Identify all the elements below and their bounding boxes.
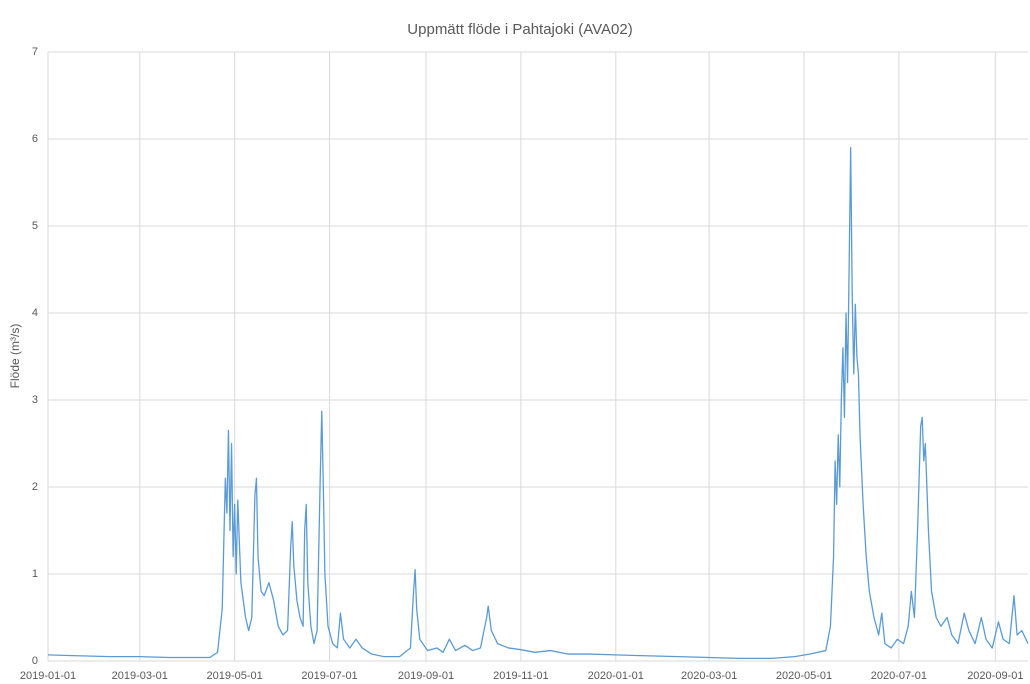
y-tick-label: 2 (32, 481, 38, 493)
x-tick-label: 2019-05-01 (207, 670, 263, 682)
y-tick-label: 1 (32, 568, 38, 580)
chart-title: Uppmätt flöde i Pahtajoki (AVA02) (407, 21, 632, 38)
y-tick-label: 7 (32, 46, 38, 58)
y-tick-label: 5 (32, 220, 38, 232)
data-line (47, 147, 1029, 660)
x-tick-label: 2019-01-01 (20, 670, 76, 682)
y-tick-label: 4 (32, 307, 38, 319)
y-tick-label: 3 (32, 394, 38, 406)
x-tick-label: 2019-09-01 (398, 670, 454, 682)
x-tick-label: 2020-01-01 (588, 670, 644, 682)
x-tick-label: 2020-09-01 (967, 670, 1023, 682)
x-tick-label: 2019-11-01 (493, 670, 548, 682)
x-tick-label: 2020-07-01 (871, 670, 927, 682)
x-tick-label: 2019-03-01 (112, 670, 168, 682)
x-tick-label: 2019-07-01 (301, 670, 357, 682)
y-axis-label: Flöde (m³/s) (8, 324, 22, 389)
x-tick-label: 2020-03-01 (681, 670, 737, 682)
y-tick-label: 0 (32, 655, 38, 667)
y-tick-label: 6 (32, 133, 38, 145)
x-tick-label: 2020-05-01 (776, 670, 832, 682)
